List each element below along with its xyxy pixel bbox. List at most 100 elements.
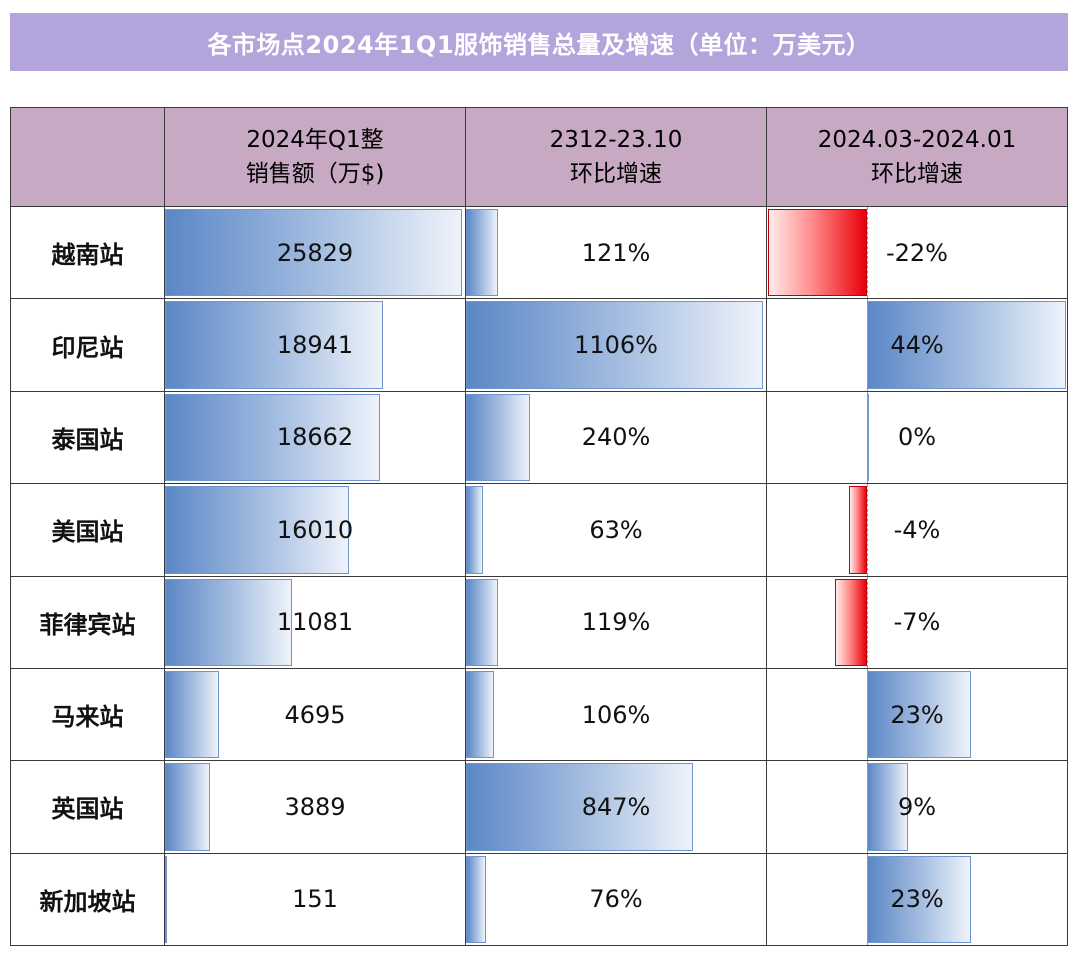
row-label-market: 英国站 — [10, 760, 165, 854]
data-bar-growth_a — [466, 578, 498, 666]
header-row: 2024年Q1整 销售额（万$) 2312-23.10 环比增速 2024.03… — [10, 107, 1068, 207]
cell-sales: 16010 — [164, 483, 466, 577]
data-bar-sales — [165, 486, 350, 574]
zero-axis-line — [867, 854, 868, 945]
table-row: 越南站 25829 121% -22% — [10, 205, 1068, 300]
cell-sales: 18662 — [164, 390, 466, 485]
header-growth-b: 2024.03-2024.01 环比增速 — [766, 107, 1068, 207]
zero-axis-line — [867, 484, 868, 575]
cell-growth_a: 1106% — [465, 298, 767, 392]
data-bar-growth_b — [835, 578, 867, 666]
data-table: 2024年Q1整 销售额（万$) 2312-23.10 环比增速 2024.03… — [10, 107, 1068, 947]
data-label-growth_b: 44% — [890, 331, 944, 360]
cell-growth_a: 63% — [465, 483, 767, 577]
data-bar-growth_a — [466, 670, 495, 759]
data-bar-growth_a — [466, 855, 487, 943]
header-growth-b-line2: 环比增速 — [871, 161, 963, 187]
cell-growth_b: 0% — [766, 390, 1068, 485]
cell-growth_b: -7% — [766, 575, 1068, 669]
table-row: 菲律宾站 11081 119% -7% — [10, 575, 1068, 669]
data-bar-sales — [165, 855, 167, 943]
data-label-growth_a: 847% — [581, 792, 651, 821]
cell-growth_a: 240% — [465, 390, 767, 485]
table-row: 印尼站 18941 1106% 44% — [10, 298, 1068, 392]
data-label-sales: 25829 — [276, 238, 354, 267]
data-label-sales: 16010 — [276, 515, 354, 544]
cell-sales: 3889 — [164, 760, 466, 854]
table-row: 马来站 4695 106% 23% — [10, 667, 1068, 762]
data-bar-sales — [165, 670, 219, 759]
data-bar-sales — [165, 578, 293, 666]
data-label-growth_a: 119% — [581, 608, 651, 637]
zero-axis-line — [867, 669, 868, 760]
data-label-sales: 151 — [292, 885, 338, 914]
data-label-growth_a: 63% — [589, 515, 643, 544]
data-label-growth_a: 106% — [581, 700, 651, 729]
row-label-market: 新加坡站 — [10, 852, 165, 947]
data-bar-growth_b — [767, 209, 867, 297]
chart-title: 各市场点2024年1Q1服饰销售总量及增速（单位：万美元） — [10, 13, 1068, 71]
data-label-growth_b: 23% — [890, 885, 944, 914]
cell-growth_a: 119% — [465, 575, 767, 669]
cell-growth_a: 76% — [465, 852, 767, 947]
data-bar-sales — [165, 209, 462, 297]
zero-axis-line — [867, 761, 868, 853]
data-bar-growth_a — [466, 301, 763, 389]
cell-growth_b: 23% — [766, 852, 1068, 947]
data-bar-sales — [165, 763, 210, 851]
table-row: 英国站 3889 847% 9% — [10, 760, 1068, 854]
cell-growth_b: 44% — [766, 298, 1068, 392]
header-corner — [10, 107, 165, 207]
cell-growth_a: 106% — [465, 667, 767, 762]
header-growth-b-line1: 2024.03-2024.01 — [817, 127, 1017, 153]
data-bar-growth_a — [466, 209, 499, 297]
row-label-market: 印尼站 — [10, 298, 165, 392]
cell-sales: 151 — [164, 852, 466, 947]
header-growth-a-line2: 环比增速 — [570, 161, 662, 187]
data-bar-sales — [165, 393, 380, 482]
data-label-sales: 18941 — [276, 331, 354, 360]
row-label-market: 马来站 — [10, 667, 165, 762]
data-bar-growth_b — [848, 486, 867, 574]
zero-axis-line — [867, 392, 868, 483]
zero-axis-line — [867, 299, 868, 391]
cell-growth_a: 121% — [465, 205, 767, 300]
data-label-growth_a: 1106% — [574, 331, 658, 360]
header-sales: 2024年Q1整 销售额（万$) — [164, 107, 466, 207]
data-bar-growth_b — [867, 670, 972, 759]
zero-axis-line — [867, 577, 868, 668]
cell-growth_b: -4% — [766, 483, 1068, 577]
data-label-sales: 3889 — [284, 792, 346, 821]
cell-sales: 25829 — [164, 205, 466, 300]
data-label-sales: 4695 — [284, 700, 346, 729]
data-bar-growth_a — [466, 763, 694, 851]
cell-sales: 11081 — [164, 575, 466, 669]
header-growth-a-line1: 2312-23.10 — [549, 127, 683, 153]
data-bar-growth_b — [867, 855, 972, 943]
data-bar-growth_a — [466, 393, 531, 482]
data-label-growth_a: 121% — [581, 238, 651, 267]
data-label-growth_b: -4% — [893, 515, 941, 544]
data-label-sales: 11081 — [276, 608, 354, 637]
row-label-market: 越南站 — [10, 205, 165, 300]
data-bar-sales — [165, 301, 383, 389]
table-row: 新加坡站 151 76% 23% — [10, 852, 1068, 947]
table-body: 越南站 25829 121% -22% 印尼站 18941 1106% 44% 泰国站 18662… — [10, 205, 1068, 947]
cell-growth_b: 9% — [766, 760, 1068, 854]
cell-growth_a: 847% — [465, 760, 767, 854]
data-label-growth_b: -7% — [893, 608, 941, 637]
table-row: 泰国站 18662 240% 0% — [10, 390, 1068, 485]
header-sales-line2: 销售额（万$) — [245, 161, 385, 187]
row-label-market: 美国站 — [10, 483, 165, 577]
cell-growth_b: -22% — [766, 205, 1068, 300]
data-label-growth_b: 23% — [890, 700, 944, 729]
header-sales-line1: 2024年Q1整 — [246, 127, 384, 153]
data-label-growth_b: -22% — [885, 238, 948, 267]
zero-axis-line — [867, 207, 868, 298]
header-growth-a: 2312-23.10 环比增速 — [465, 107, 767, 207]
row-label-market: 泰国站 — [10, 390, 165, 485]
cell-growth_b: 23% — [766, 667, 1068, 762]
data-bar-growth_a — [466, 486, 483, 574]
data-label-growth_a: 240% — [581, 423, 651, 452]
cell-sales: 4695 — [164, 667, 466, 762]
